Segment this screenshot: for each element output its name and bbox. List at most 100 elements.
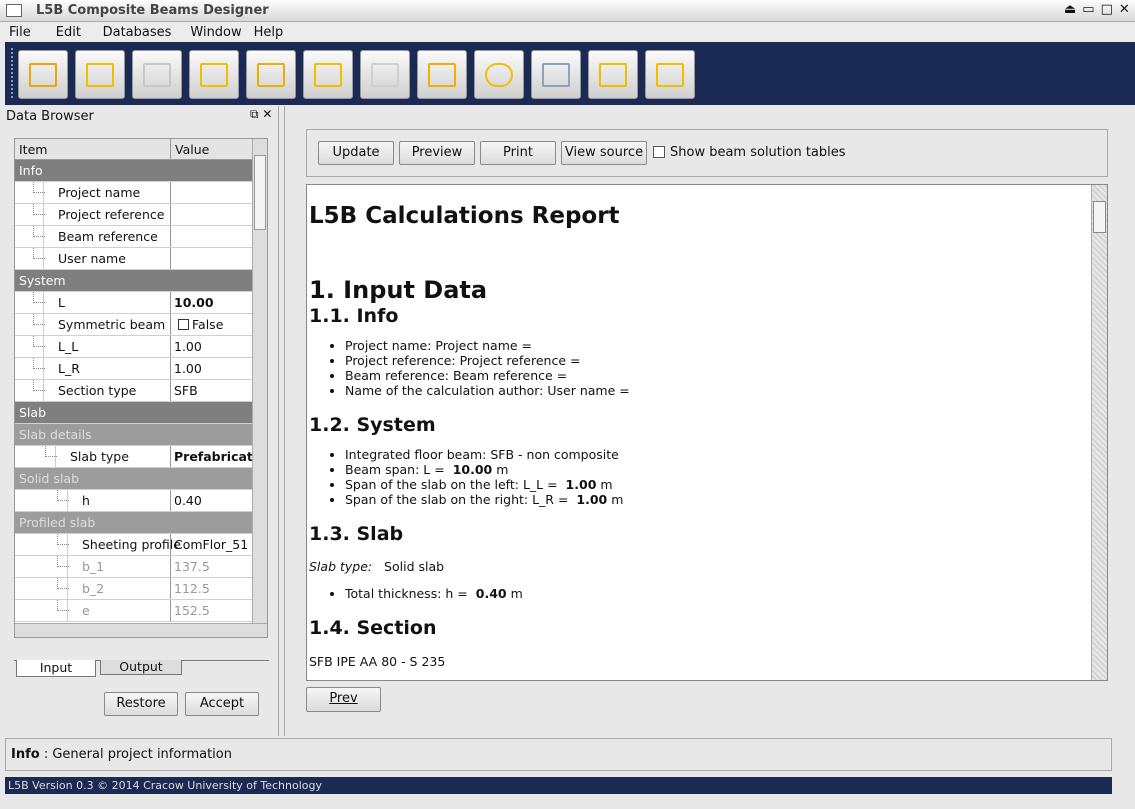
toolbar-button[interactable] xyxy=(303,50,353,99)
tree-guide xyxy=(57,600,69,611)
panel-controls[interactable]: ⧉ ✕ xyxy=(250,107,273,121)
item-unit: m xyxy=(600,477,613,492)
item-value: 0.40 xyxy=(475,586,507,601)
toolbar-button[interactable] xyxy=(531,50,581,99)
menu-item[interactable]: Edit xyxy=(55,25,81,40)
icon xyxy=(86,63,114,87)
scroll-thumb[interactable] xyxy=(1093,201,1106,233)
toolbar-button[interactable] xyxy=(360,50,410,99)
status-label: Info xyxy=(11,747,40,762)
item-label: Project name xyxy=(43,182,140,203)
chapter-heading: 1. Input Data xyxy=(309,276,488,304)
property-row[interactable]: Beam reference xyxy=(15,226,252,248)
toolbar-button[interactable] xyxy=(246,50,296,99)
toolbar-button[interactable] xyxy=(645,50,695,99)
cell-divider xyxy=(170,314,171,335)
item-label: h xyxy=(67,490,90,511)
property-row[interactable]: Project reference xyxy=(15,204,252,226)
button[interactable]: Restore xyxy=(104,692,178,716)
menu-item[interactable]: Window xyxy=(190,25,242,40)
checkbox[interactable] xyxy=(178,319,189,330)
table-body: Info Project name Project reference Beam re… xyxy=(15,160,252,622)
tree-guide xyxy=(33,204,45,215)
section-heading: 1.3. Slab xyxy=(309,523,404,545)
item-unit: m xyxy=(496,462,509,477)
panel-title: Data Browser xyxy=(6,109,94,124)
toolbar-button[interactable] xyxy=(189,50,239,99)
title-bar: L5B Composite Beams Designer ⏏▭□✕ xyxy=(0,0,1135,22)
section-heading: 1.4. Section xyxy=(309,617,437,639)
h-scrollbar[interactable] xyxy=(15,623,267,637)
menu-item[interactable]: Help xyxy=(253,25,284,40)
item-value: ComFlor_51 xyxy=(174,537,249,552)
property-row[interactable]: Slab type Prefabricat xyxy=(15,446,252,468)
tab[interactable]: Output xyxy=(100,660,182,675)
button[interactable]: Update xyxy=(318,141,394,165)
button[interactable]: Preview xyxy=(399,141,475,165)
item-label: Section type xyxy=(43,380,136,401)
item-label: L_R xyxy=(43,358,80,379)
property-row[interactable]: b_1 137.5 xyxy=(15,556,252,578)
property-row[interactable]: h 0.40 xyxy=(15,490,252,512)
button[interactable]: View source xyxy=(561,141,647,165)
toolbar-button[interactable] xyxy=(417,50,467,99)
v-scrollbar[interactable] xyxy=(252,139,267,623)
tree-guide xyxy=(33,182,45,193)
scroll-thumb[interactable] xyxy=(254,155,266,230)
icon xyxy=(599,63,627,87)
property-row[interactable]: b_2 112.5 xyxy=(15,578,252,600)
toolbar-button[interactable] xyxy=(588,50,638,99)
icon xyxy=(257,63,285,87)
section-heading: 1.2. System xyxy=(309,414,436,436)
cell-divider xyxy=(170,380,171,401)
item-text: Beam reference: Beam reference = xyxy=(345,368,568,383)
checkbox[interactable] xyxy=(653,146,665,158)
item-value: Prefabricat xyxy=(174,449,252,464)
menu-bar: File Edit Databases Window Help xyxy=(0,22,1135,42)
icon xyxy=(656,63,684,87)
property-row[interactable]: L_L 1.00 xyxy=(15,336,252,358)
tab[interactable]: Input xyxy=(16,660,96,677)
item-text: Project name: Project name = xyxy=(345,338,533,353)
property-row[interactable]: Project name xyxy=(15,182,252,204)
menu-item[interactable]: File xyxy=(9,25,31,40)
property-row[interactable]: Sheeting profile ComFlor_51 xyxy=(15,534,252,556)
section-heading: 1.1. Info xyxy=(309,305,399,327)
value: Solid slab xyxy=(384,559,445,574)
item-label: b_1 xyxy=(67,556,104,577)
toolbar-button[interactable] xyxy=(474,50,524,99)
property-row[interactable]: L_R 1.00 xyxy=(15,358,252,380)
report-view: L5B Calculations Report 1. Input Data 1.… xyxy=(306,184,1108,681)
toolbar-button[interactable] xyxy=(75,50,125,99)
item-value: 112.5 xyxy=(174,581,210,596)
cell-divider xyxy=(170,490,171,511)
window-controls[interactable]: ⏏▭□✕ xyxy=(1064,2,1135,17)
group-row: System xyxy=(15,270,252,292)
item-text: Integrated floor beam: SFB - non composi… xyxy=(345,447,619,462)
button[interactable]: Accept xyxy=(185,692,259,716)
property-row[interactable]: Symmetric beam False xyxy=(15,314,252,336)
list-item: Span of the slab on the right: L_R = 1.0… xyxy=(345,492,623,507)
cell-divider xyxy=(170,182,171,203)
property-row[interactable]: Section type SFB xyxy=(15,380,252,402)
splitter[interactable] xyxy=(284,106,285,736)
label: Slab type: xyxy=(309,559,373,574)
toolbar-button[interactable] xyxy=(132,50,182,99)
v-scrollbar[interactable] xyxy=(1091,185,1107,680)
item-label: Sheeting profile xyxy=(67,534,181,555)
button[interactable]: Prev xyxy=(306,687,381,712)
property-row[interactable]: User name xyxy=(15,248,252,270)
group-row: Info xyxy=(15,160,252,182)
checkbox-label[interactable]: Show beam solution tables xyxy=(670,145,846,160)
toolbar xyxy=(5,42,1135,105)
toolbar-button[interactable] xyxy=(18,50,68,99)
property-row[interactable]: e 152.5 xyxy=(15,600,252,622)
list-item: Beam reference: Beam reference = xyxy=(345,368,630,383)
item-value: 1.00 xyxy=(174,361,202,376)
button[interactable]: Print xyxy=(480,141,556,165)
item-label: Symmetric beam xyxy=(43,314,165,335)
menu-item[interactable]: Databases xyxy=(102,25,172,40)
item-label: e xyxy=(67,600,90,621)
property-row[interactable]: L 10.00 xyxy=(15,292,252,314)
tree-guide xyxy=(33,314,45,325)
